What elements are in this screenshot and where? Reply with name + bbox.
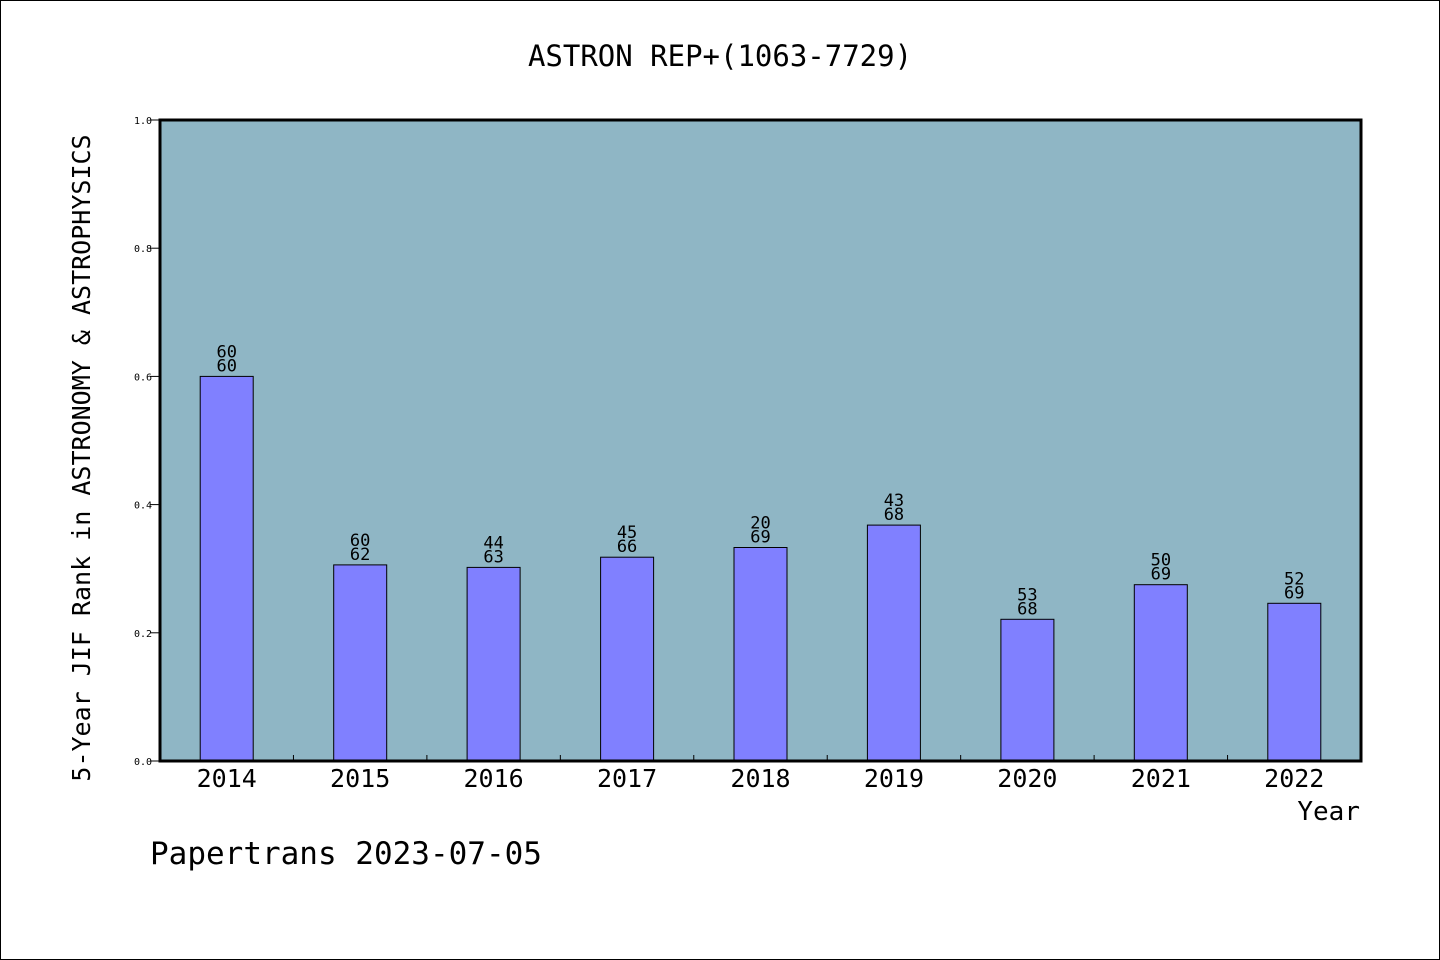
bar-label-top-2022: 52 xyxy=(1284,569,1304,589)
bar-2016 xyxy=(466,566,521,762)
y-tick-label-0: 0.0 xyxy=(134,757,152,768)
x-tick-label-2018: 2018 xyxy=(730,764,790,793)
y-tick-label-2: 0.4 xyxy=(134,501,152,512)
bar-2017 xyxy=(600,556,655,762)
bar-label-bottom-2020: 68 xyxy=(1017,599,1037,619)
bar-label-bottom-2016: 63 xyxy=(483,547,503,567)
bar-2020 xyxy=(1000,618,1055,762)
plot-border xyxy=(158,118,1363,763)
bar-label-top-2018: 20 xyxy=(750,514,770,534)
x-axis-label: Year xyxy=(1297,797,1360,827)
bar-label-top-2016: 44 xyxy=(483,533,503,553)
bar-2021 xyxy=(1133,584,1188,762)
bar-2014 xyxy=(199,375,254,762)
bar-label-top-2020: 53 xyxy=(1017,585,1037,605)
bar-label-bottom-2015: 62 xyxy=(350,545,370,565)
y-tick-label-5: 1.0 xyxy=(134,116,152,127)
x-tick-label-2019: 2019 xyxy=(864,764,924,793)
bar-label-bottom-2014: 60 xyxy=(216,356,236,376)
bar-2022 xyxy=(1267,602,1322,762)
y-axis: 0.0 0.2 0.4 0.6 0.8 1.0 xyxy=(134,116,160,768)
y-tick-label-1: 0.2 xyxy=(134,629,152,640)
x-tick-label-2021: 2021 xyxy=(1131,764,1191,793)
x-tick-label-2014: 2014 xyxy=(197,764,257,793)
bar-label-top-2017: 45 xyxy=(617,523,637,543)
x-tick-label-2020: 2020 xyxy=(997,764,1057,793)
bars-group xyxy=(199,375,1322,762)
x-tick-label-2017: 2017 xyxy=(597,764,657,793)
chart-title: ASTRON REP+(1063-7729) xyxy=(528,39,912,73)
footer-credit: Papertrans 2023-07-05 xyxy=(150,836,542,872)
bar-label-top-2021: 50 xyxy=(1151,551,1171,571)
bar-label-bottom-2018: 69 xyxy=(750,528,770,548)
y-axis-label: 5-Year JIF Rank in ASTRONOMY & ASTROPHYS… xyxy=(67,134,96,781)
y-tick-label-4: 0.8 xyxy=(134,244,152,255)
x-tick-label-2016: 2016 xyxy=(464,764,524,793)
bar-label-top-2014: 60 xyxy=(216,342,236,362)
x-axis: 2014 2015 2016 2017 2018 2019 2020 2021 2022 xyxy=(197,755,1324,793)
bar-2015 xyxy=(333,564,388,762)
x-tick-label-2015: 2015 xyxy=(330,764,390,793)
bar-label-bottom-2019: 68 xyxy=(884,505,904,525)
bar-label-bottom-2022: 69 xyxy=(1284,583,1304,603)
y-tick-label-3: 0.6 xyxy=(134,372,152,383)
bar-label-bottom-2017: 66 xyxy=(617,537,637,557)
bar-2019 xyxy=(866,524,921,762)
bar-label-top-2019: 43 xyxy=(884,491,904,511)
bar-label-top-2015: 60 xyxy=(350,531,370,551)
bar-label-bottom-2021: 69 xyxy=(1151,565,1171,585)
x-tick-label-2022: 2022 xyxy=(1264,764,1324,793)
bar-2018 xyxy=(733,547,788,762)
